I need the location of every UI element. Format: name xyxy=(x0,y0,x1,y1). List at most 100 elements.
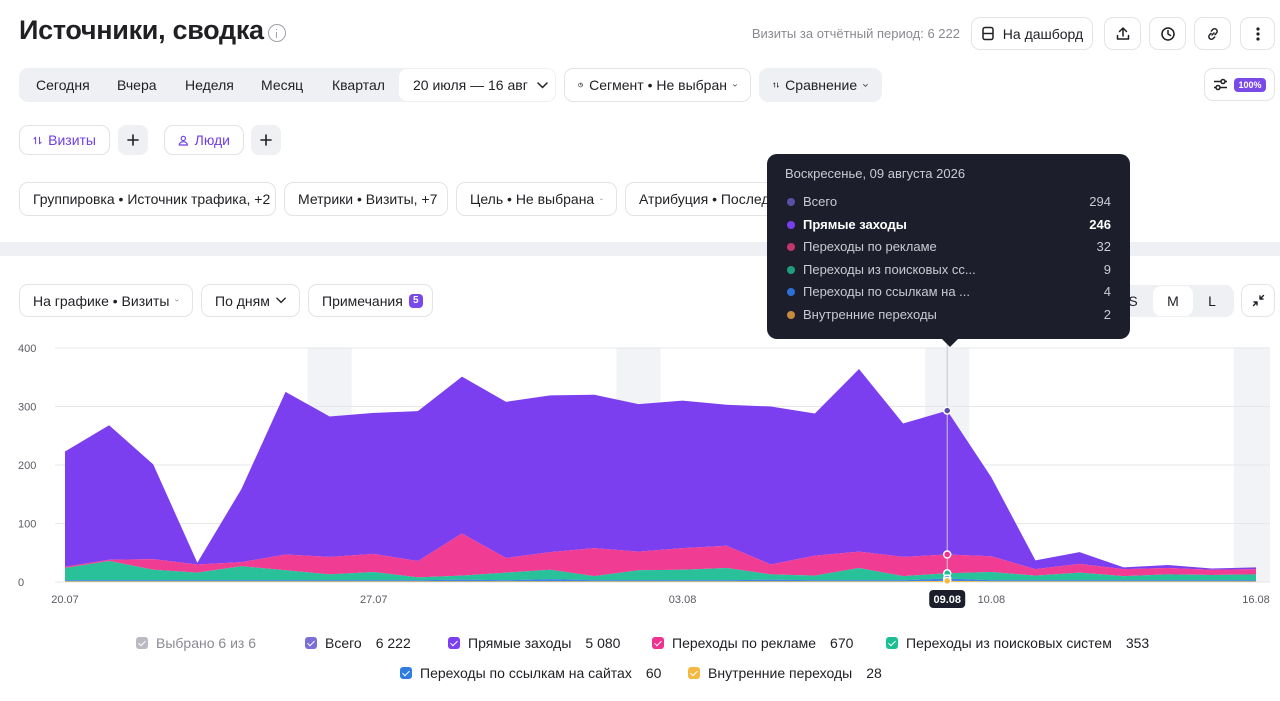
chart-metric-dropdown[interactable]: На графике • Визиты xyxy=(19,284,193,317)
copy-link-button[interactable] xyxy=(1194,17,1231,50)
granularity-label: По дням xyxy=(215,292,270,309)
tooltip-row-value: 294 xyxy=(1089,194,1111,209)
date-range-label: 20 июля — 16 авг xyxy=(413,77,528,93)
history-button[interactable] xyxy=(1149,17,1186,50)
tab-people-label: Люди xyxy=(194,132,230,148)
more-vertical-icon xyxy=(1255,26,1260,41)
tooltip-row: Всего 294 xyxy=(787,192,1111,212)
legend-item[interactable]: Прямые заходы 5 080 xyxy=(448,633,620,653)
x-tick-highlight xyxy=(929,590,966,608)
notes-label: Примечания xyxy=(322,292,403,309)
compare-dropdown[interactable]: Сравнение xyxy=(759,68,882,102)
add-people-tab-button[interactable] xyxy=(251,125,281,155)
legend-item-count: 353 xyxy=(1125,635,1150,651)
y-tick-label: 400 xyxy=(18,343,36,355)
tooltip-row: Прямые заходы 246 xyxy=(787,215,1111,235)
legend-selected-label: Выбрано 6 из 6 xyxy=(156,635,256,651)
tooltip-row-value: 2 xyxy=(1103,307,1111,322)
hover-point xyxy=(942,550,952,559)
series-dot-icon xyxy=(787,311,795,319)
period-quarter[interactable]: Квартал xyxy=(332,77,385,93)
legend-item-count: 5 080 xyxy=(585,635,621,651)
x-tick-label: 09.08 xyxy=(933,594,961,606)
to-dashboard-button[interactable]: На дашборд xyxy=(971,17,1093,50)
compare-icon xyxy=(773,82,779,88)
compare-icon xyxy=(33,136,42,144)
plus-icon xyxy=(260,134,272,146)
legend-item[interactable]: Переходы из поисковых систем 353 xyxy=(886,633,1149,653)
collapse-chart-button[interactable] xyxy=(1241,284,1275,317)
y-tick-label: 0 xyxy=(18,577,24,589)
period-week[interactable]: Неделя xyxy=(185,77,234,93)
legend-item-label: Внутренние переходы xyxy=(708,665,853,681)
attribution-label: Атрибуция • Послед xyxy=(639,191,770,207)
checkbox-icon xyxy=(400,667,412,679)
segment-label: Сегмент • Не выбран xyxy=(589,77,727,93)
x-tick-label: 03.08 xyxy=(669,594,697,606)
x-tick-label: 27.07 xyxy=(360,594,388,606)
tab-visits-label: Визиты xyxy=(48,132,96,148)
more-button[interactable] xyxy=(1240,17,1275,50)
legend-select-all[interactable]: Выбрано 6 из 6 xyxy=(136,633,256,653)
checkbox-icon xyxy=(688,667,700,679)
series-dot-icon xyxy=(787,288,795,296)
tooltip-row: Переходы по ссылкам на ... 4 xyxy=(787,282,1111,302)
export-button[interactable] xyxy=(1104,17,1141,50)
tooltip-row-label: Переходы по ссылкам на ... xyxy=(803,284,971,299)
chevron-down-icon xyxy=(537,81,548,89)
checkbox-icon xyxy=(448,637,460,649)
legend-item[interactable]: Внутренние переходы 28 xyxy=(688,663,882,683)
tooltip-row-label: Всего xyxy=(803,194,838,209)
chevron-down-icon xyxy=(600,198,603,200)
chevron-down-icon xyxy=(863,83,868,87)
size-l-button[interactable]: L xyxy=(1208,293,1216,309)
size-s-button[interactable]: S xyxy=(1128,293,1138,309)
y-tick-label: 200 xyxy=(18,460,36,472)
metrics-dropdown[interactable]: Метрики • Визиты, +7 xyxy=(284,182,448,216)
legend-item-label: Переходы из поисковых систем xyxy=(906,635,1112,651)
legend-item-label: Прямые заходы xyxy=(468,635,572,651)
sampling-button[interactable]: 100% xyxy=(1204,68,1275,101)
legend-item[interactable]: Переходы по ссылкам на сайтах 60 xyxy=(400,663,661,683)
period-yesterday[interactable]: Вчера xyxy=(117,77,157,93)
size-m-button[interactable]: M xyxy=(1153,286,1193,316)
series-area xyxy=(65,369,1256,570)
checkbox-icon xyxy=(886,637,898,649)
goal-dropdown[interactable]: Цель • Не выбрана xyxy=(456,182,617,216)
info-icon[interactable] xyxy=(268,24,286,42)
series-area xyxy=(65,533,1256,578)
segment-dropdown[interactable]: Сегмент • Не выбран xyxy=(564,68,751,102)
series-area xyxy=(65,578,1256,582)
series-dot-icon xyxy=(787,221,795,229)
tooltip-row-label: Переходы по рекламе xyxy=(803,239,937,254)
traffic-area-chart[interactable]: 0 100 200 300 400 20.07 27.07 03.08 09.08 10.08 16… xyxy=(0,338,1280,610)
legend-item[interactable]: Переходы по рекламе 670 xyxy=(652,633,853,653)
add-tab-button[interactable] xyxy=(118,125,148,155)
plus-icon xyxy=(127,134,139,146)
tab-people[interactable]: Люди xyxy=(164,125,244,155)
legend-item-count: 60 xyxy=(645,665,662,681)
attribution-dropdown[interactable]: Атрибуция • Послед xyxy=(625,182,770,216)
tooltip-row-label: Прямые заходы xyxy=(803,217,907,232)
series-dot-icon xyxy=(787,266,795,274)
grouping-dropdown[interactable]: Группировка • Источник трафика, +2 xyxy=(19,182,276,216)
metrics-label: Метрики • Визиты, +7 xyxy=(298,191,438,207)
legend-item[interactable]: Всего 6 222 xyxy=(305,633,411,653)
dashboard-icon xyxy=(982,26,994,41)
period-selector: Сегодня Вчера Неделя Месяц Квартал 20 ию… xyxy=(19,68,556,102)
checkbox-icon xyxy=(652,637,664,649)
notes-button[interactable]: Примечания 5 xyxy=(308,284,433,317)
checkbox-icon xyxy=(305,637,317,649)
legend-item-label: Всего xyxy=(325,635,362,651)
legend-item-label: Переходы по ссылкам на сайтах xyxy=(420,665,632,681)
hover-point xyxy=(942,576,952,586)
tooltip-row-label: Внутренние переходы xyxy=(803,307,937,322)
sampling-badge: 100% xyxy=(1234,77,1266,92)
chart-tooltip: Воскресенье, 09 августа 2026 Всего 294 Пря… xyxy=(767,154,1130,347)
legend-item-count: 6 222 xyxy=(375,635,411,651)
period-today[interactable]: Сегодня xyxy=(36,77,90,93)
tab-visits[interactable]: Визиты xyxy=(19,125,110,155)
period-month[interactable]: Месяц xyxy=(261,77,304,93)
date-range-picker[interactable]: 20 июля — 16 авг xyxy=(399,69,555,101)
granularity-dropdown[interactable]: По дням xyxy=(201,284,300,317)
